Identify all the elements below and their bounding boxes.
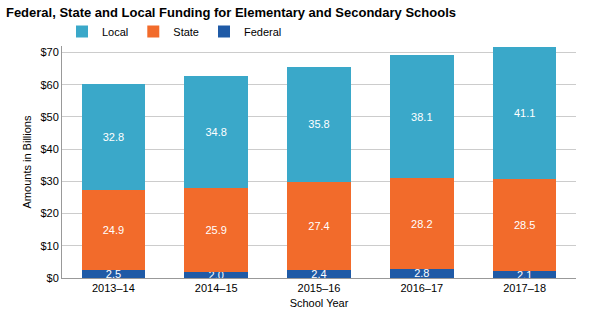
svg-text:State: State — [173, 26, 199, 38]
svg-text:Federal, State and Local Fundi: Federal, State and Local Funding for Ele… — [6, 5, 456, 20]
svg-text:2.5: 2.5 — [106, 268, 121, 280]
svg-text:$40: $40 — [40, 143, 58, 155]
svg-text:2013–14: 2013–14 — [92, 282, 135, 294]
svg-text:Amounts in Billions: Amounts in Billions — [21, 115, 33, 208]
svg-text:2016–17: 2016–17 — [400, 282, 443, 294]
svg-text:2.1: 2.1 — [517, 269, 532, 281]
svg-text:2017–18: 2017–18 — [503, 282, 546, 294]
svg-text:2.4: 2.4 — [311, 268, 326, 280]
svg-text:25.9: 25.9 — [205, 224, 226, 236]
svg-text:2015–16: 2015–16 — [298, 282, 341, 294]
svg-text:$10: $10 — [40, 240, 58, 252]
svg-text:$0: $0 — [47, 272, 59, 284]
svg-text:$20: $20 — [40, 207, 58, 219]
svg-text:35.8: 35.8 — [308, 118, 329, 130]
svg-text:41.1: 41.1 — [514, 107, 535, 119]
svg-text:27.4: 27.4 — [308, 220, 329, 232]
svg-text:34.8: 34.8 — [205, 126, 226, 138]
svg-text:2014–15: 2014–15 — [195, 282, 238, 294]
svg-text:School Year: School Year — [290, 297, 349, 309]
svg-text:$60: $60 — [40, 79, 58, 91]
svg-text:2.0: 2.0 — [209, 269, 224, 281]
svg-text:$70: $70 — [40, 46, 58, 58]
svg-text:28.5: 28.5 — [514, 219, 535, 231]
svg-text:32.8: 32.8 — [103, 131, 124, 143]
svg-text:24.9: 24.9 — [103, 224, 124, 236]
svg-text:28.2: 28.2 — [411, 218, 432, 230]
svg-text:Federal: Federal — [244, 26, 281, 38]
svg-text:$30: $30 — [40, 175, 58, 187]
svg-text:Local: Local — [102, 26, 128, 38]
svg-text:2.8: 2.8 — [414, 267, 429, 279]
svg-text:$50: $50 — [40, 111, 58, 123]
svg-text:38.1: 38.1 — [411, 111, 432, 123]
